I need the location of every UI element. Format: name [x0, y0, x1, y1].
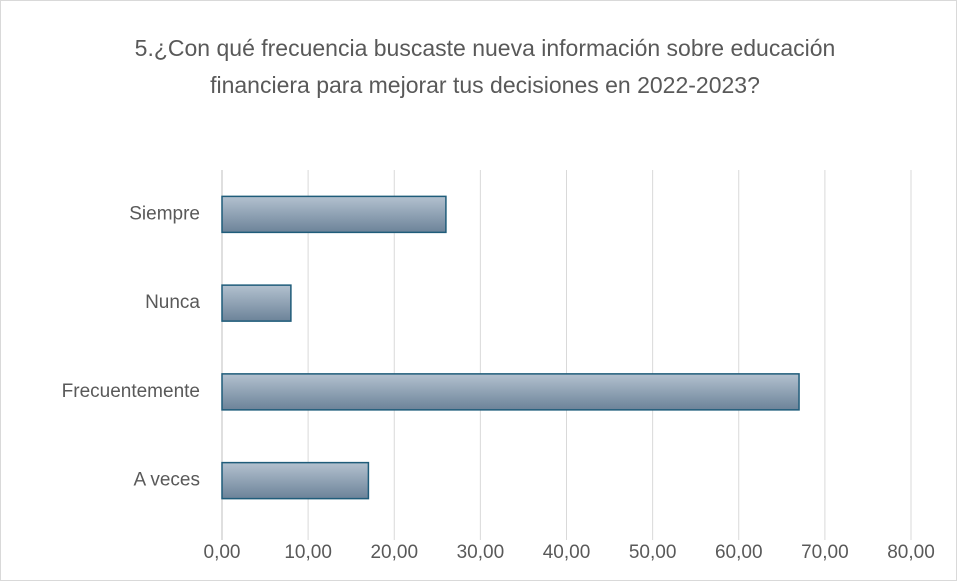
- y-tick-label: A veces: [133, 470, 200, 491]
- bar: [221, 373, 800, 411]
- x-tick-label: 40,00: [543, 542, 591, 563]
- y-tick-label: Frecuentemente: [62, 381, 200, 402]
- bar: [221, 284, 292, 322]
- x-tick-label: 60,00: [715, 542, 763, 563]
- x-tick-label: 50,00: [629, 542, 677, 563]
- x-tick-label: 20,00: [370, 542, 418, 563]
- x-tick-label: 10,00: [284, 542, 332, 563]
- y-tick-label: Nunca: [145, 292, 200, 313]
- x-tick-label: 0,00: [204, 542, 241, 563]
- x-tick-label: 80,00: [887, 542, 935, 563]
- chart-title: 5.¿Con qué frecuencia buscaste nueva inf…: [134, 35, 836, 98]
- bar: [221, 461, 370, 500]
- y-tick-label: Siempre: [129, 203, 200, 224]
- x-tick-label: 30,00: [457, 542, 505, 563]
- x-tick-label: 70,00: [801, 542, 849, 563]
- bar: [221, 195, 447, 234]
